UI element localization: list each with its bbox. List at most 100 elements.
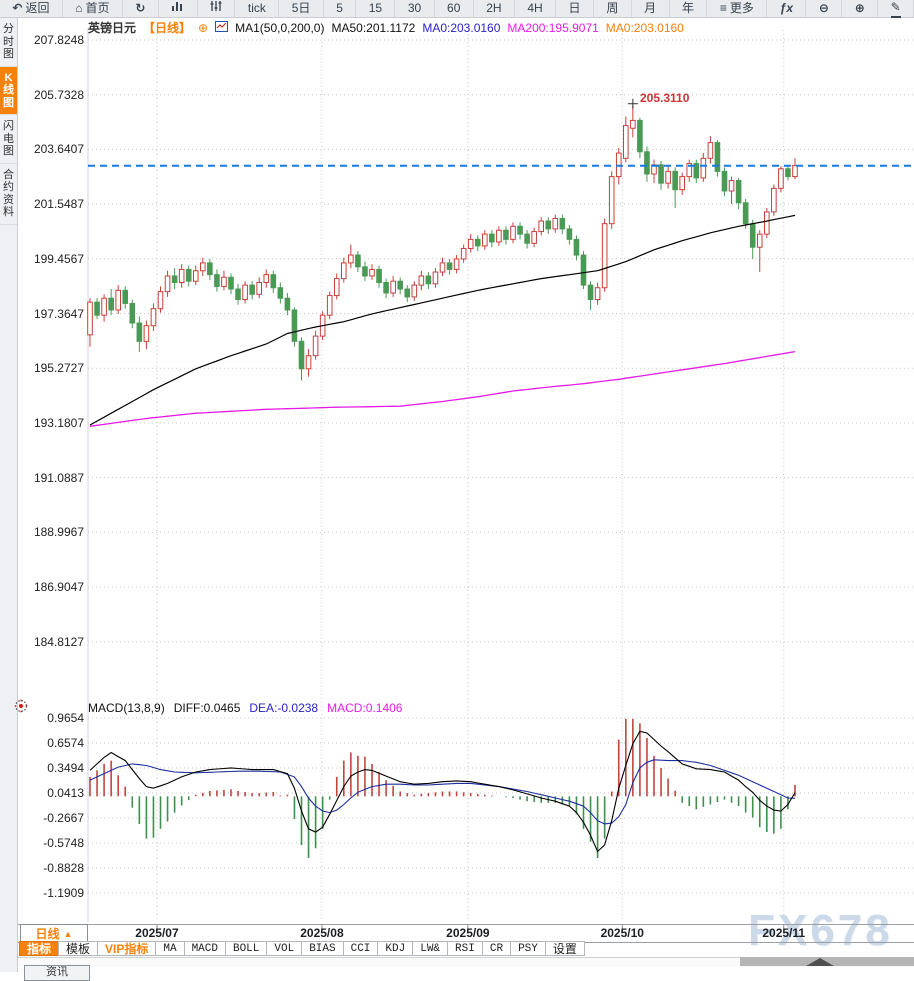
toolbar-label: 60 [447,1,461,15]
indicator-tab-boll[interactable]: BOLL [224,941,268,956]
period-30min-button[interactable]: 30 [395,0,435,17]
indicator-tab-vip[interactable]: VIP指标 [97,941,157,956]
sidebar-tab-lightning-chart[interactable]: 闪电图 [0,115,17,164]
zoom-in-button[interactable]: ⊕ [842,0,879,17]
home-button[interactable]: ⌂ 首页 [63,0,123,17]
indicator-params-button[interactable] [198,0,236,17]
macd-axis-tick: 0.0413 [47,786,84,800]
indicator-tab-vol[interactable]: VOL [266,941,303,956]
toolbar-label: 5 [336,1,343,15]
ma50-line [89,214,796,426]
macd-axis-tick: -0.2667 [43,811,84,825]
dea-value: DEA:-0.0238 [249,701,319,715]
toolbar-label: 年 [682,1,695,15]
period-15min-button[interactable]: 15 [356,0,396,17]
indicator-tab-cr[interactable]: CR [481,941,512,956]
toolbar-label: 15 [368,1,383,15]
indicator-tab-[interactable]: 指标 [19,941,60,956]
indicator-tab-bar: 指标 模板 VIP指标 MA MACD BOLL VOL BIAS CCI KDJ LW& RSI CR… [19,941,585,956]
x-axis-month-label: 2025/09 [446,926,490,940]
triangle-up-icon: ▲ [63,928,73,939]
symbol-name: 英镑日元 [88,21,137,35]
refresh-button[interactable]: ↻ [123,0,159,17]
macd-header: MACD(13,8,9) DIFF:0.0465 DEA:-0.0238 MAC… [88,701,402,715]
price-axis-tick: 186.9047 [33,580,84,594]
indicator-tab-cci[interactable]: CCI [342,941,379,956]
back-button[interactable]: ↶ 返回 [0,0,63,17]
macd-settings-icon[interactable] [14,699,28,718]
price-axis-tick: 199.4567 [33,251,84,266]
chart-header: 英镑日元 【日线】 ⊕ MA1(50,0,200,0) MA50:201.117… [88,19,684,36]
dea-line [89,759,796,825]
period-day-button[interactable]: 日 [556,0,594,17]
period-tick-button[interactable]: tick [235,0,280,17]
collapse-panel-arrow[interactable] [806,958,834,966]
period-5min-button[interactable]: 5 [324,0,357,17]
toolbar-label: 周 [606,1,619,15]
fx-indicator-button[interactable]: ƒx [767,0,807,17]
back-icon: ↶ [12,1,23,15]
macd-axis-tick: 0.6574 [47,736,84,750]
sidebar-tab-contract-info[interactable]: 合约资料 [0,164,17,225]
macd-axis-tick: -0.5748 [43,836,84,850]
draw-button[interactable]: ✎ [878,0,914,18]
period-month-button[interactable]: 月 [632,0,670,17]
ma-mini-chart-icon[interactable] [215,20,229,35]
draw-icon: ✎ [890,0,901,18]
indicator-tab-macd[interactable]: MACD [183,941,226,956]
period-2h-button[interactable]: 2H [474,0,515,17]
indicator-tab-kdj[interactable]: KDJ [377,941,414,956]
indicator-tab-[interactable]: 模板 [58,941,99,956]
price-axis-tick: 193.1807 [33,415,84,430]
x-axis-month-label: 2025/07 [135,926,179,940]
toolbar-label: 5日 [291,1,311,15]
toolbar-label: 30 [407,1,422,15]
indicator-params-icon [210,0,222,17]
zoom-in-icon: ⊕ [854,1,865,15]
price-axis-tick: 201.5487 [33,197,84,212]
indicator-tab-rsi[interactable]: RSI [447,941,483,956]
sidebar-tab-time-chart[interactable]: 分时图 [0,18,17,67]
macd-axis-tick: -0.8828 [43,861,84,875]
period-4h-button[interactable]: 4H [515,0,557,17]
zoom-out-button[interactable]: ⊖ [806,0,843,17]
price-axis-tick: 191.0887 [33,470,84,485]
toolbar-label: 更多 [729,1,754,15]
period-60min-button[interactable]: 60 [435,0,474,17]
chart-style-button[interactable] [159,0,198,17]
macd-value: MACD:0.1406 [327,701,403,715]
expand-icon[interactable]: ⊕ [198,20,209,35]
high-marker-cross [627,98,638,109]
price-axis-tick: 195.2727 [33,361,84,376]
period-tag: 【日线】 [143,21,192,35]
home-icon: ⌂ [75,1,83,15]
indicator-tab-ma[interactable]: MA [155,941,185,956]
ma200-line [89,350,796,427]
price-axis-tick: 197.3647 [33,306,84,321]
indicator-tab-psy[interactable]: PSY [510,941,546,956]
horizontal-scrollbar-track[interactable] [18,957,914,967]
sidebar-tab-kline-chart[interactable]: K线图 [0,66,17,115]
indicator-tab-bias[interactable]: BIAS [301,941,344,956]
diff-value: DIFF:0.0465 [173,701,241,715]
price-axis-tick: 205.7328 [33,87,84,102]
price-axis-tick: 207.8248 [33,33,84,47]
ma200-value: MA200:195.9071 [507,20,599,35]
toolbar-label: 返回 [25,1,50,15]
period-5day-button[interactable]: 5日 [279,0,324,17]
x-axis-month-label: 2025/11 [762,926,806,940]
indicator-tab-lw[interactable]: LW& [412,941,449,956]
price-axis-tick: 188.9967 [33,525,84,540]
period-week-button[interactable]: 周 [594,0,632,17]
indicator-tab-[interactable]: 设置 [544,941,585,956]
macd-axis-tick: 0.3494 [47,761,84,775]
period-selector[interactable]: 日线 ▲ [20,924,88,943]
period-year-button[interactable]: 年 [670,0,708,17]
news-tab-clipped[interactable]: 资讯 [24,965,90,981]
more-menu-button[interactable]: ≡ 更多 [707,0,768,17]
zoom-out-icon: ⊖ [818,1,829,15]
toolbar-label: 日 [568,1,581,15]
x-axis-month-label: 2025/10 [600,926,644,940]
